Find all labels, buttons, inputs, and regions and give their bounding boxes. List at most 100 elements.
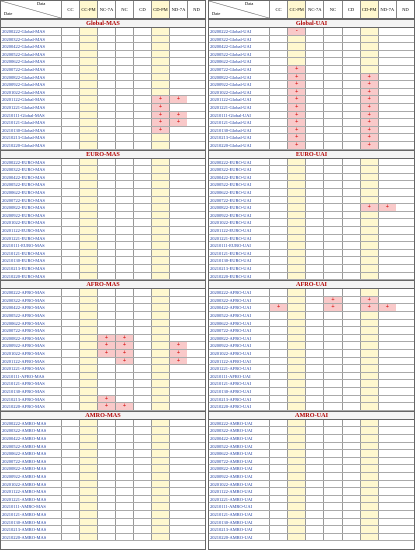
table-cell <box>61 142 79 149</box>
table-cell <box>79 365 97 372</box>
row-label: 20200822-AMRO-MAS <box>2 466 47 472</box>
marked-cell: + <box>287 96 306 103</box>
table-cell <box>151 265 169 272</box>
table-row: 20201221-AMRO-MAS <box>1 495 205 504</box>
table-cell <box>323 272 341 280</box>
row-label: 20200322-EURO-UAI <box>210 167 252 173</box>
table-cell <box>269 533 287 541</box>
marked-cell: + <box>359 304 378 311</box>
table-row: 20200622-AMRO-MAS <box>1 450 205 458</box>
table-cell <box>305 119 323 126</box>
row-label: 20200822-Global-UAI <box>210 74 252 80</box>
table-cell <box>287 511 306 518</box>
table-cell <box>269 312 287 319</box>
row-label: 20200422-AFRO-MAS <box>2 305 45 311</box>
table-cell <box>269 242 287 249</box>
corner-cell: Data Date <box>1 1 61 18</box>
row-label: 20200222-EURO-UAI <box>210 159 252 165</box>
table-cell <box>305 480 323 488</box>
table-cell <box>377 518 396 526</box>
row-label: 20200622-Global-MAS <box>2 59 45 65</box>
table-cell <box>323 465 341 472</box>
table-cell <box>133 518 151 526</box>
marked-cell: + <box>151 104 169 111</box>
table-cell <box>115 488 133 495</box>
table-row: 20200622-EURO-UAI <box>209 189 414 197</box>
table-cell <box>115 88 133 96</box>
table-row: 20201221-AMRO-UAI <box>209 495 414 504</box>
table-cell <box>269 380 287 387</box>
row-label: 20210130-EURO-UAI <box>210 258 252 264</box>
table-cell <box>97 289 115 296</box>
table-cell <box>305 142 323 149</box>
column-header: CD-PM <box>359 1 378 18</box>
table-row: 20210130-AFRO-MAS <box>1 388 205 396</box>
marked-cell: + <box>359 104 378 111</box>
row-label: 20210111-Global-UAI <box>210 112 251 118</box>
table-cell <box>169 219 187 226</box>
table-cell <box>269 211 287 219</box>
table-cell <box>323 289 341 296</box>
table-cell <box>269 142 287 149</box>
marked-cell: + <box>359 142 378 149</box>
table-cell <box>341 473 360 480</box>
marked-cell: + <box>151 96 169 103</box>
row-label: 20200322-AMRO-MAS <box>2 428 47 434</box>
table-cell <box>305 88 323 96</box>
table-cell <box>151 189 169 196</box>
table-cell <box>269 442 287 450</box>
table-cell <box>115 35 133 43</box>
table-cell <box>133 196 151 204</box>
table-cell <box>359 312 378 319</box>
table-row: 20210213-AFRO-UAI <box>209 395 414 404</box>
table-cell <box>151 334 169 342</box>
row-label: 20200822-EURO-MAS <box>2 205 46 211</box>
table-cell <box>61 450 79 457</box>
table-cell <box>151 181 169 188</box>
column-header: ND-7A <box>377 1 396 18</box>
marked-cell: + <box>287 81 306 88</box>
table-cell <box>287 388 306 395</box>
row-label: 20210121-AMRO-UAI <box>210 512 253 517</box>
row-label: 20200422-AMRO-UAI <box>210 436 253 441</box>
table-cell <box>61 189 79 196</box>
table-cell <box>115 257 133 264</box>
table-cell <box>61 181 79 188</box>
section-title: EURO-UAI <box>209 149 414 159</box>
row-label: 20210121-Global-MAS <box>2 120 45 126</box>
table-cell <box>61 518 79 526</box>
table-cell <box>341 511 360 518</box>
table-cell <box>377 119 396 126</box>
table-cell <box>133 372 151 380</box>
table-cell <box>305 272 323 280</box>
table-cell <box>287 480 306 488</box>
table-cell <box>269 66 287 73</box>
table-cell <box>115 234 133 242</box>
table-cell <box>323 181 341 188</box>
table-cell <box>97 365 115 372</box>
table-cell <box>97 304 115 311</box>
table-cell <box>61 435 79 442</box>
table-cell <box>169 473 187 480</box>
table-cell <box>61 43 79 50</box>
section-title: EURO-MAS <box>1 149 205 159</box>
table-cell <box>169 465 187 472</box>
row-label: 20201221-AFRO-UAI <box>210 366 251 372</box>
table-cell <box>133 257 151 264</box>
table-cell <box>79 181 97 188</box>
table-cell <box>115 58 133 65</box>
table-cell <box>61 327 79 334</box>
table-cell <box>97 249 115 257</box>
table-cell <box>79 304 97 311</box>
table-cell <box>305 388 323 395</box>
table-cell <box>115 43 133 50</box>
table-cell <box>133 427 151 434</box>
table-cell <box>169 457 187 465</box>
table-cell <box>115 480 133 488</box>
table-cell <box>151 272 169 280</box>
table-cell <box>133 350 151 357</box>
table-cell <box>115 518 133 526</box>
table-cell <box>323 473 341 480</box>
table-cell <box>169 403 187 410</box>
table-cell <box>359 442 378 450</box>
